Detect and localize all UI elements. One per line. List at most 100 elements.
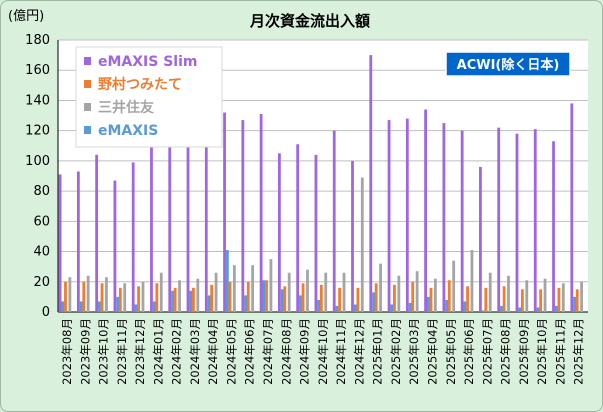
x-tick-label: 2024年01月 — [151, 318, 165, 385]
bar-emaxis-slim — [479, 166, 482, 312]
bars — [58, 55, 584, 313]
bar-野村つみたて — [466, 286, 469, 312]
bar-emaxis-slim — [314, 154, 318, 312]
bar-三井住友 — [214, 272, 218, 312]
x-tick-label: 2023年09月 — [78, 318, 92, 385]
x-tick-label: 2024年08月 — [279, 318, 293, 385]
bar-emaxis-slim — [296, 144, 300, 312]
x-tick-label: 2023年12月 — [133, 318, 147, 385]
bar-emaxis-slim — [552, 141, 555, 312]
bar-野村つみたて — [520, 289, 524, 312]
bar-野村つみたて — [265, 280, 268, 312]
legend-label: eMAXIS — [98, 123, 158, 139]
bar-emaxis — [518, 307, 522, 312]
bar-野村つみたて — [155, 283, 159, 312]
bar-野村つみたて — [539, 289, 543, 312]
x-tick-label: 2023年08月 — [60, 318, 74, 385]
bar-三井住友 — [397, 275, 401, 312]
bar-野村つみたて — [557, 287, 561, 312]
x-tick-label: 2025年10月 — [535, 318, 549, 385]
bar-野村つみたて — [338, 287, 342, 312]
bar-emaxis-slim — [369, 55, 373, 312]
bar-emaxis — [262, 280, 266, 312]
x-tick-label: 2025年04月 — [426, 318, 440, 385]
legend-swatch — [84, 80, 91, 88]
chart-title: 月次資金流出入額 — [249, 12, 370, 30]
x-tick-label: 2024年02月 — [170, 318, 184, 385]
x-tick-label: 2025年03月 — [407, 318, 421, 385]
bar-野村つみたて — [447, 280, 451, 312]
bar-emaxis-slim — [58, 174, 62, 312]
x-tick-label: 2025年09月 — [517, 318, 531, 385]
bar-emaxis — [98, 301, 101, 312]
y-tick-label: 120 — [25, 124, 50, 139]
bar-emaxis — [299, 295, 302, 312]
bar-三井住友 — [379, 263, 382, 312]
bar-野村つみたて — [64, 281, 67, 312]
bar-emaxis — [554, 305, 558, 312]
bar-emaxis-slim — [204, 132, 208, 312]
bar-emaxis-slim — [150, 139, 153, 312]
bar-野村つみたて — [82, 281, 86, 312]
bar-emaxis — [536, 307, 540, 312]
bar-野村つみたて — [301, 283, 305, 312]
bar-emaxis-slim — [497, 127, 501, 313]
bar-三井住友 — [159, 272, 163, 312]
bar-emaxis-slim — [460, 130, 464, 312]
bar-三井住友 — [105, 277, 108, 312]
bar-emaxis-slim — [442, 123, 446, 312]
bar-emaxis-slim — [570, 103, 574, 312]
bar-emaxis — [189, 290, 193, 312]
x-tick-label: 2024年12月 — [352, 318, 366, 385]
bar-emaxis — [61, 301, 65, 312]
legend-label: 三井住友 — [98, 99, 154, 116]
bar-emaxis — [353, 304, 357, 312]
x-axis-labels: 2023年08月 2023年09月 2023年10月 2023年11月 2023年12月… — [60, 318, 586, 385]
bar-emaxis — [463, 301, 467, 312]
bar-三井住友 — [86, 275, 90, 312]
bar-emaxis — [207, 295, 211, 312]
y-tick-label: 100 — [25, 154, 50, 169]
bar-emaxis — [335, 305, 339, 312]
acwi-badge: ACWI(除く日本) — [445, 51, 571, 77]
x-tick-label: 2024年06月 — [243, 318, 257, 385]
bar-emaxis-slim — [351, 160, 354, 312]
legend-swatch — [84, 126, 91, 134]
legend-swatch — [84, 103, 91, 111]
bar-emaxis-slim — [223, 112, 226, 313]
x-tick-label: 2023年10月 — [97, 318, 111, 385]
bar-三井住友 — [452, 260, 456, 312]
bar-三井住友 — [470, 250, 474, 312]
bar-野村つみたて — [173, 287, 177, 312]
bar-野村つみたて — [484, 287, 488, 312]
bar-emaxis — [390, 304, 394, 312]
bar-三井住友 — [561, 283, 565, 312]
bar-三井住友 — [507, 275, 510, 312]
y-tick-label: 40 — [33, 245, 50, 260]
bar-emaxis-slim — [387, 120, 391, 312]
legend-swatch — [84, 57, 91, 65]
bar-三井住友 — [434, 278, 437, 312]
bar-野村つみたて — [356, 287, 360, 312]
x-tick-label: 2024年11月 — [334, 318, 348, 385]
y-axis-ticks: 0 20 40 60 80 100 120 140 160 180 — [25, 33, 50, 320]
bar-emaxis-slim — [515, 133, 519, 312]
bar-emaxis-slim — [424, 109, 427, 312]
bar-emaxis — [573, 296, 577, 312]
bar-emaxis-slim — [405, 118, 409, 312]
bar-野村つみたて — [100, 283, 104, 312]
bar-emaxis — [481, 310, 485, 312]
bar-三井住友 — [415, 271, 419, 312]
bar-emaxis — [317, 299, 321, 312]
bar-emaxis-slim — [95, 154, 99, 312]
bar-三井住友 — [141, 281, 145, 312]
x-tick-label: 2025年11月 — [553, 318, 567, 385]
bar-野村つみたて — [411, 281, 415, 312]
bar-emaxis-slim — [186, 135, 190, 312]
legend-label: 野村つみたて — [98, 76, 182, 93]
y-tick-label: 160 — [25, 63, 50, 78]
bar-emaxis — [500, 305, 503, 312]
bar-三井住友 — [196, 278, 200, 312]
y-tick-label: 140 — [25, 93, 50, 108]
